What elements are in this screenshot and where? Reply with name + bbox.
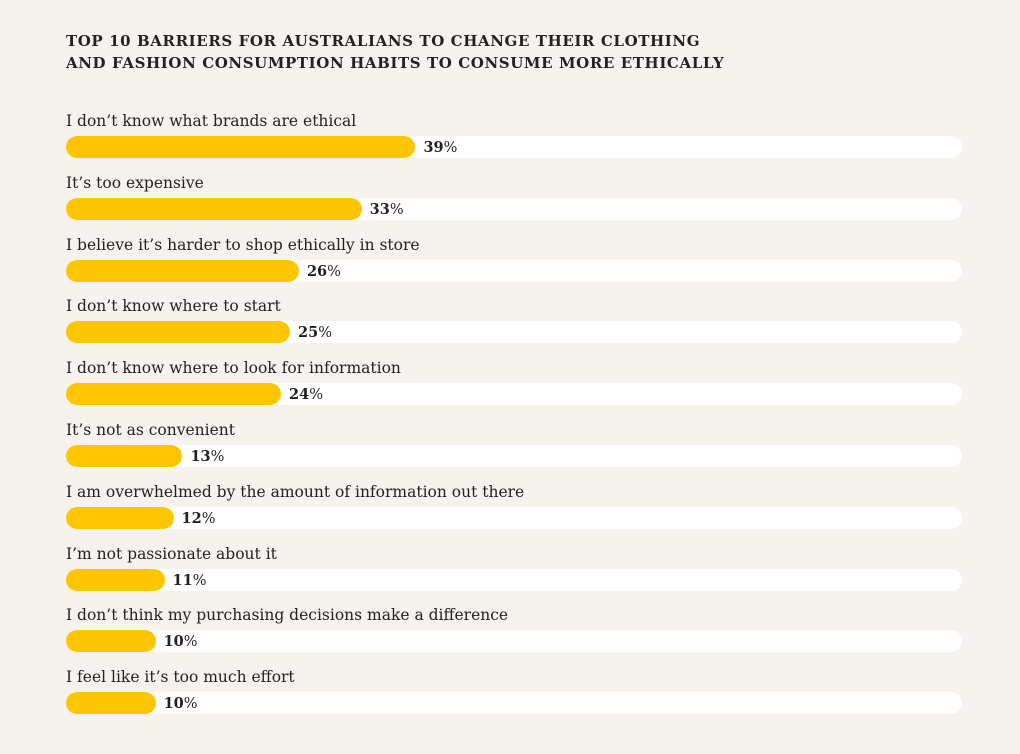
bar-value-label: 11% (172, 571, 207, 589)
bar-value-label: 26% (306, 262, 341, 280)
bar (66, 630, 156, 653)
bar-row: I’m not passionate about it 11% (66, 541, 962, 603)
bar-category-label: I feel like it’s too much effort (66, 668, 295, 687)
bar-track: 33% (66, 197, 962, 220)
bar-category-label: I don’t know where to look for informati… (66, 359, 401, 378)
chart-title-line-2: AND FASHION CONSUMPTION HABITS TO CONSUM… (66, 54, 725, 72)
bar (66, 692, 156, 715)
bar-track: 10% (66, 630, 962, 653)
bar (66, 444, 183, 467)
bar (66, 197, 362, 220)
bar (66, 136, 416, 158)
bar (66, 383, 282, 406)
bar (66, 568, 165, 591)
bar-category-label: I believe it’s harder to shop ethically … (66, 235, 420, 254)
bar-row: I don’t think my purchasing decisions ma… (66, 602, 962, 664)
bar-row: I don’t know where to start 25% (66, 293, 962, 355)
bar (66, 321, 290, 344)
bar-track: 25% (66, 321, 962, 344)
bar-row: I don’t know what brands are ethical 39% (66, 108, 962, 170)
bar-category-label: It’s too expensive (66, 173, 204, 192)
bar-category-label: I am overwhelmed by the amount of inform… (66, 482, 525, 501)
bar-category-label: I don’t know what brands are ethical (66, 112, 357, 130)
bar-value-label: 12% (181, 509, 216, 527)
bar-value-label: 10% (163, 633, 198, 651)
bar-value-label: 10% (163, 695, 198, 713)
bar-category-label: I don’t think my purchasing decisions ma… (66, 606, 509, 625)
bar-value-label: 13% (190, 447, 225, 465)
bar (66, 259, 299, 282)
bar-row: I don’t know where to look for informati… (66, 355, 962, 417)
bar-track: 26% (66, 259, 962, 282)
bar-value-label: 39% (423, 139, 458, 156)
bar-category-label: I’m not passionate about it (66, 544, 277, 563)
chart-title-line-1: TOP 10 BARRIERS FOR AUSTRALIANS TO CHANG… (66, 32, 701, 50)
bar-row: I am overwhelmed by the amount of inform… (66, 479, 962, 541)
bar-category-label: It’s not as convenient (66, 420, 236, 439)
bar-row: I believe it’s harder to shop ethically … (66, 232, 962, 294)
bar-category-label: I don’t know where to start (66, 297, 281, 316)
bar-track: 24% (66, 383, 962, 406)
chart-title: TOP 10 BARRIERS FOR AUSTRALIANS TO CHANG… (66, 30, 966, 74)
bar-value-label: 25% (298, 324, 332, 342)
bar-track: 10% (66, 692, 962, 715)
bar-row: It’s not as convenient 13% (66, 417, 962, 479)
bar-row: It’s too expensive 33% (66, 170, 962, 232)
bar-value-label: 33% (369, 200, 404, 218)
bar-track: 39% (66, 136, 962, 158)
bar-track: 12% (66, 506, 962, 529)
bar-track: 11% (66, 568, 962, 591)
bar-value-label: 24% (289, 386, 323, 404)
bar-chart: I don’t know what brands are ethical 39% I… (66, 108, 962, 726)
bar-row: I feel like it’s too much effort 10% (66, 664, 962, 726)
bar (66, 506, 174, 529)
bar-track: 13% (66, 444, 962, 467)
